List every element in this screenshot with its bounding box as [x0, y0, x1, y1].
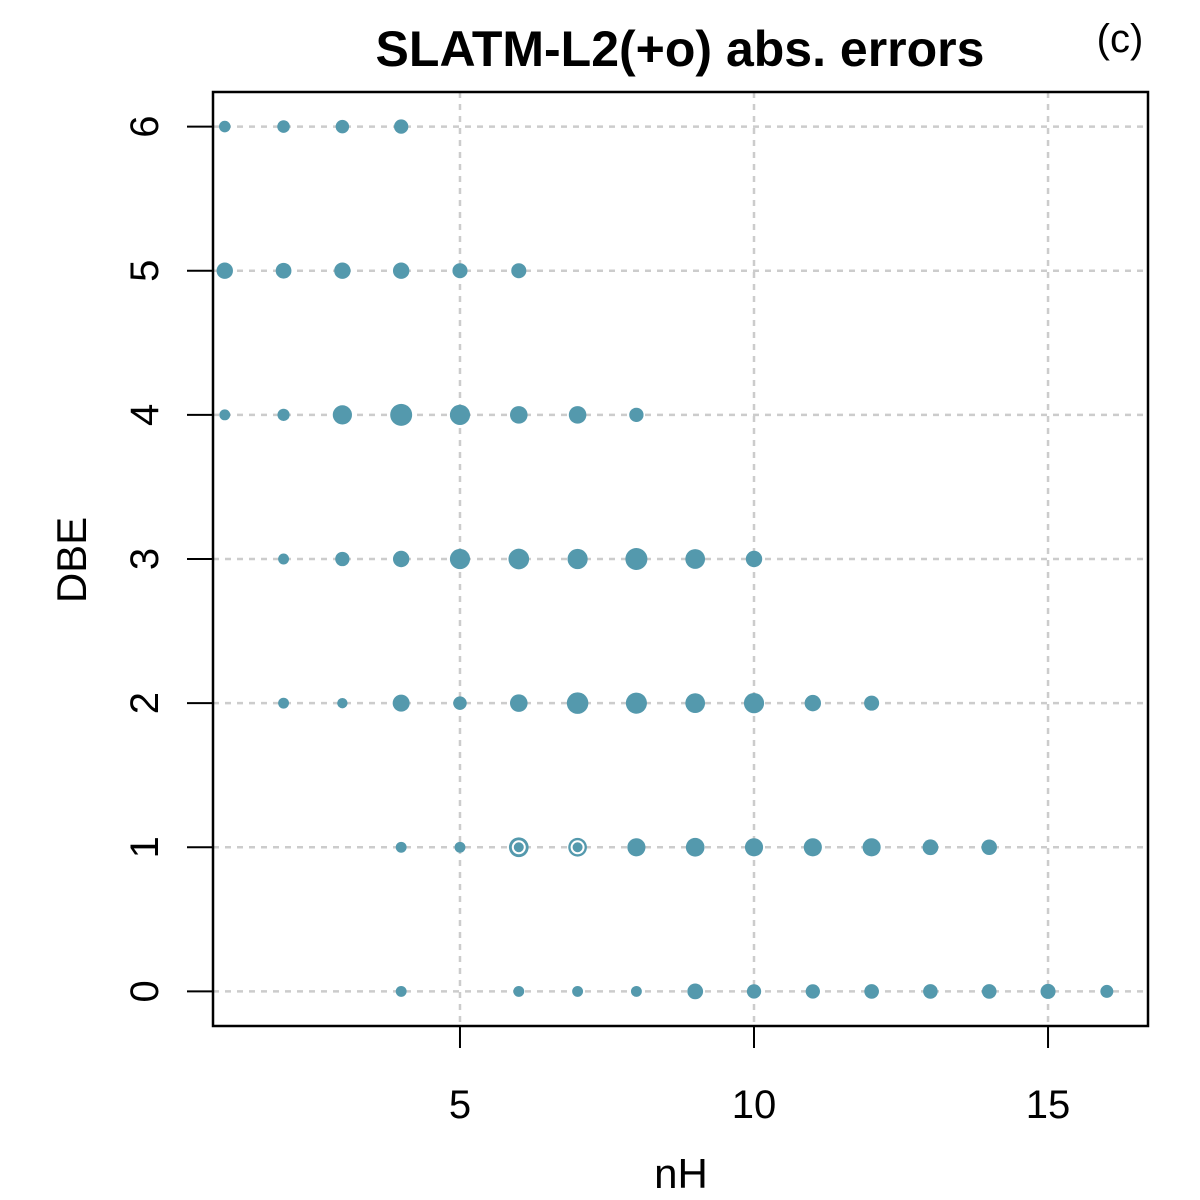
data-point	[394, 119, 409, 134]
data-point	[277, 120, 290, 133]
data-point	[864, 695, 880, 711]
data-point	[449, 548, 471, 570]
y-axis-label: DBE	[48, 517, 95, 603]
data-point	[864, 984, 879, 999]
data-point	[278, 697, 290, 709]
data-point	[566, 692, 589, 714]
data-point	[335, 119, 350, 134]
y-tick-label: 6	[123, 115, 167, 137]
data-point	[508, 548, 530, 570]
data-point	[746, 984, 762, 999]
y-tick-label: 2	[123, 692, 167, 714]
x-tick-label: 15	[1026, 1083, 1071, 1127]
data-points	[216, 119, 1114, 1000]
data-point	[685, 693, 706, 713]
y-tick-label: 3	[123, 548, 167, 570]
data-point	[981, 984, 997, 999]
data-point	[337, 697, 348, 709]
data-point	[395, 985, 407, 997]
highlighted-points	[511, 840, 585, 855]
y-tick-label: 5	[123, 260, 167, 282]
data-point	[513, 985, 525, 997]
data-point	[687, 983, 704, 1000]
y-axis: 0 1 2 3 4 5 6	[123, 115, 213, 1003]
data-point	[453, 696, 467, 710]
data-point	[334, 262, 351, 279]
data-point	[452, 263, 468, 279]
data-point	[1100, 984, 1114, 998]
highlight-ring	[570, 840, 585, 855]
data-point	[511, 263, 527, 279]
data-point	[449, 404, 471, 425]
data-point	[278, 553, 290, 565]
grid-lines	[213, 92, 1148, 1026]
y-tick-label: 1	[123, 836, 167, 858]
data-point	[572, 985, 584, 997]
data-point	[567, 548, 588, 570]
data-point	[390, 403, 413, 426]
data-point	[627, 838, 646, 857]
y-tick-label: 0	[123, 980, 167, 1002]
data-point	[685, 837, 705, 857]
data-point	[923, 984, 938, 999]
x-tick-label: 5	[449, 1083, 471, 1127]
data-point	[743, 693, 765, 714]
highlight-ring	[511, 840, 526, 855]
data-point	[332, 405, 352, 425]
data-point	[392, 550, 410, 568]
x-axis-label: nH	[654, 1150, 708, 1197]
data-point	[804, 694, 822, 712]
data-point	[277, 408, 290, 421]
data-point	[805, 984, 820, 999]
data-point	[218, 120, 231, 133]
data-point	[630, 985, 642, 997]
data-point	[685, 549, 706, 569]
data-point	[454, 841, 466, 853]
chart-title: SLATM-L2(+o) abs. errors	[376, 21, 985, 77]
data-point	[395, 841, 407, 853]
y-tick-label: 4	[123, 404, 167, 426]
data-point	[392, 262, 410, 279]
data-point	[981, 839, 997, 856]
data-point	[392, 694, 410, 712]
data-point	[1040, 983, 1056, 999]
data-point	[803, 838, 822, 857]
data-point	[509, 694, 528, 712]
x-axis: 5 10 15	[449, 1026, 1070, 1127]
data-point	[862, 838, 881, 857]
data-point	[922, 839, 939, 856]
data-point	[745, 550, 763, 568]
data-point	[629, 407, 644, 423]
data-point	[509, 406, 528, 424]
x-tick-label: 10	[732, 1083, 777, 1127]
data-point	[625, 548, 648, 570]
data-point	[216, 262, 233, 279]
data-point	[335, 551, 350, 567]
data-point	[568, 406, 587, 424]
panel-label: (c)	[1097, 17, 1144, 61]
data-point	[219, 409, 231, 421]
data-point	[625, 692, 647, 714]
data-point	[275, 262, 292, 279]
data-point	[744, 838, 764, 857]
